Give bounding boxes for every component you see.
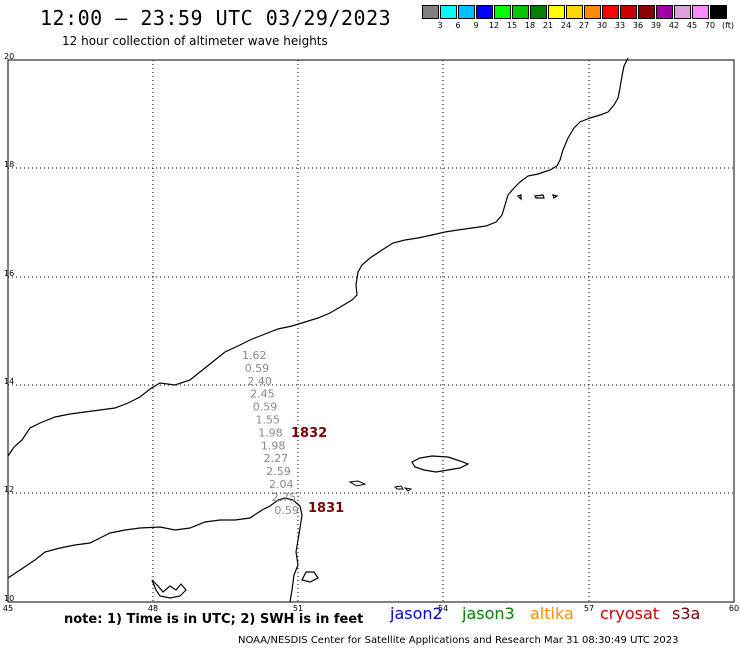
- legend-swatch: [620, 5, 637, 19]
- color-legend: 3 6 9 12 15 18 21 24 27 30 33 36 39 42 45 70 (ft): [422, 5, 734, 31]
- x-tick-label: 60: [729, 604, 739, 613]
- legend-swatch: [692, 5, 709, 19]
- legend-swatch: [656, 5, 673, 19]
- legend-labels: 3 6 9 12 15 18 21 24 27 30 33 36 39 42 45 70 (ft): [422, 19, 734, 31]
- satellite-cryosat: cryosat: [600, 604, 660, 623]
- pass-label-1831: 1831: [308, 501, 344, 516]
- legend-label: 3: [437, 21, 443, 30]
- legend-label: 27: [578, 21, 590, 30]
- legend-swatch: [458, 5, 475, 19]
- x-tick-label: 51: [293, 604, 303, 613]
- wave-height-value: 2.27: [264, 452, 289, 465]
- satellite-s3a: s3a: [672, 604, 701, 623]
- grid-lines: [8, 60, 734, 602]
- satellite-jason3: jason3: [462, 604, 515, 623]
- y-tick-label: 16: [4, 269, 14, 278]
- wave-height-labels: 1.620.592.402.450.591.551.981.982.272.59…: [242, 349, 299, 517]
- plot-frame: [7, 59, 735, 603]
- pass-label-1832: 1832: [291, 426, 327, 441]
- legend-swatch: [494, 5, 511, 19]
- legend-swatch: [674, 5, 691, 19]
- socotra-island: [411, 455, 470, 473]
- legend-swatch: [602, 5, 619, 19]
- legend-swatch: [584, 5, 601, 19]
- y-tick-label: 18: [4, 160, 14, 169]
- x-tick-label: 45: [3, 604, 13, 613]
- legend-swatch: [566, 5, 583, 19]
- footer-note: note: 1) Time is in UTC; 2) SWH is in fe…: [64, 612, 364, 627]
- legend-swatch: [476, 5, 493, 19]
- legend-label: 70: [704, 21, 716, 30]
- kuria-muria-islands: [516, 194, 559, 201]
- legend-label: 15: [506, 21, 518, 30]
- axis-ticks: 45 48 51 54 57 60 20 18 16 14 12 10: [3, 52, 739, 613]
- satellite-jason2: jason2: [390, 604, 443, 623]
- legend-label: 12: [488, 21, 500, 30]
- y-tick-label: 14: [4, 377, 14, 386]
- legend-label: 39: [650, 21, 662, 30]
- wave-height-value: 0.59: [245, 362, 270, 375]
- coastal-feature: [151, 579, 187, 599]
- legend-label: 30: [596, 21, 608, 30]
- wave-height-value: 0.59: [253, 401, 277, 414]
- coastline-north: [7, 57, 629, 457]
- legend-swatch: [422, 5, 439, 19]
- legend-label: 9: [473, 21, 479, 30]
- x-tick-label: 48: [148, 604, 158, 613]
- wave-height-value: 2.59: [266, 465, 291, 478]
- small-island: [393, 485, 413, 492]
- wave-height-value: 1.62: [242, 349, 267, 362]
- map-subtitle: 12 hour collection of altimeter wave hei…: [62, 34, 328, 48]
- y-tick-label: 20: [4, 52, 14, 61]
- y-tick-label: 12: [4, 485, 14, 494]
- wave-height-value: 1.98: [258, 426, 283, 439]
- x-tick-label: 57: [584, 604, 594, 613]
- legend-swatch: [548, 5, 565, 19]
- legend-swatch: [440, 5, 457, 19]
- credit-line: NOAA/NESDIS Center for Satellite Applica…: [238, 635, 679, 646]
- legend-label: (ft): [721, 21, 735, 30]
- legend-label: 18: [524, 21, 536, 30]
- legend-label: 33: [614, 21, 626, 30]
- legend-label: 45: [686, 21, 698, 30]
- legend-swatch: [710, 5, 727, 19]
- wave-height-value: 2.75: [272, 491, 297, 504]
- legend-label: 21: [542, 21, 554, 30]
- legend-label: 42: [668, 21, 680, 30]
- small-island: [348, 480, 367, 487]
- coastal-feature: [301, 571, 319, 583]
- legend-swatches: [422, 5, 728, 19]
- wave-height-value: 2.45: [250, 388, 275, 401]
- legend-label: 6: [455, 21, 461, 30]
- wave-height-value: 2.40: [247, 375, 272, 388]
- legend-swatch: [638, 5, 655, 19]
- legend-label: 36: [632, 21, 644, 30]
- wave-height-value: 1.98: [261, 439, 286, 452]
- wave-height-value: 2.04: [269, 478, 294, 491]
- wave-height-value: 1.55: [256, 414, 281, 427]
- satellite-altika: altika: [530, 604, 574, 623]
- x-tick-label: 54: [438, 604, 448, 613]
- coastline: [7, 497, 303, 603]
- legend-swatch: [512, 5, 529, 19]
- legend-label: 24: [560, 21, 572, 30]
- map-title: 12:00 — 23:59 UTC 03/29/2023: [40, 6, 392, 30]
- legend-swatch: [530, 5, 547, 19]
- wave-height-value: 0.59: [274, 504, 299, 517]
- y-tick-label: 10: [4, 594, 14, 603]
